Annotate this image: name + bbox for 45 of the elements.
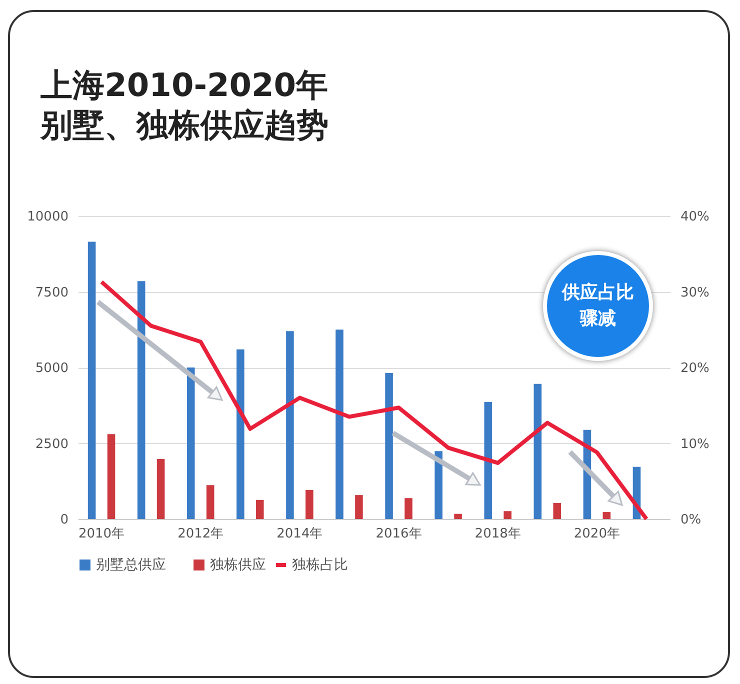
y-tick-label: 7500: [35, 285, 68, 300]
bar: [137, 281, 146, 519]
chart-title: 上海2010-2020年: [40, 66, 328, 104]
bar: [484, 402, 492, 519]
annotation: 供应占比: [562, 280, 634, 305]
x-tick-label: 2020年: [574, 526, 620, 542]
bar: [534, 384, 542, 519]
y-tick-label: 10000: [27, 210, 68, 224]
bar: [602, 512, 611, 519]
y2-tick-label: 10%: [680, 436, 710, 452]
bar: [385, 372, 393, 519]
bar: [336, 330, 344, 519]
bar: [88, 242, 96, 519]
legend-label: 独栋占比: [292, 557, 348, 573]
bar: [553, 502, 562, 519]
y2-tick-label: 20%: [680, 361, 710, 376]
bar: [256, 500, 264, 519]
legend-label: 别墅总供应: [96, 557, 166, 573]
annotation: 骤减: [580, 307, 616, 331]
y2-tick-label: 40%: [680, 210, 710, 224]
y2-tick-label: 0%: [680, 512, 702, 528]
bar: [107, 434, 116, 519]
bar: [236, 349, 244, 519]
bar: [286, 331, 294, 519]
line-series: [100, 280, 648, 521]
x-tick-label: 2010年: [78, 526, 125, 542]
legend-label: 独栋供应: [210, 557, 266, 573]
bar: [504, 511, 512, 519]
bar: [306, 490, 314, 519]
chart-subtitle: 别墅、独栋供应趋势: [40, 106, 329, 144]
x-tick-label: 2012年: [178, 526, 224, 542]
y-tick-label: 2500: [35, 436, 68, 452]
x-tick-label: 2018年: [474, 526, 521, 542]
bar: [434, 451, 442, 519]
bar: [186, 368, 195, 519]
y-tick-label: 0: [60, 512, 68, 528]
bar: [454, 514, 462, 519]
x-tick-label: 2016年: [376, 526, 422, 542]
bar: [156, 459, 165, 519]
x-tick-label: 2014年: [276, 526, 323, 542]
bar: [404, 498, 412, 519]
y-tick-label: 5000: [35, 361, 68, 376]
bar: [206, 485, 214, 519]
y2-tick-label: 30%: [680, 285, 710, 300]
bar: [355, 495, 363, 519]
